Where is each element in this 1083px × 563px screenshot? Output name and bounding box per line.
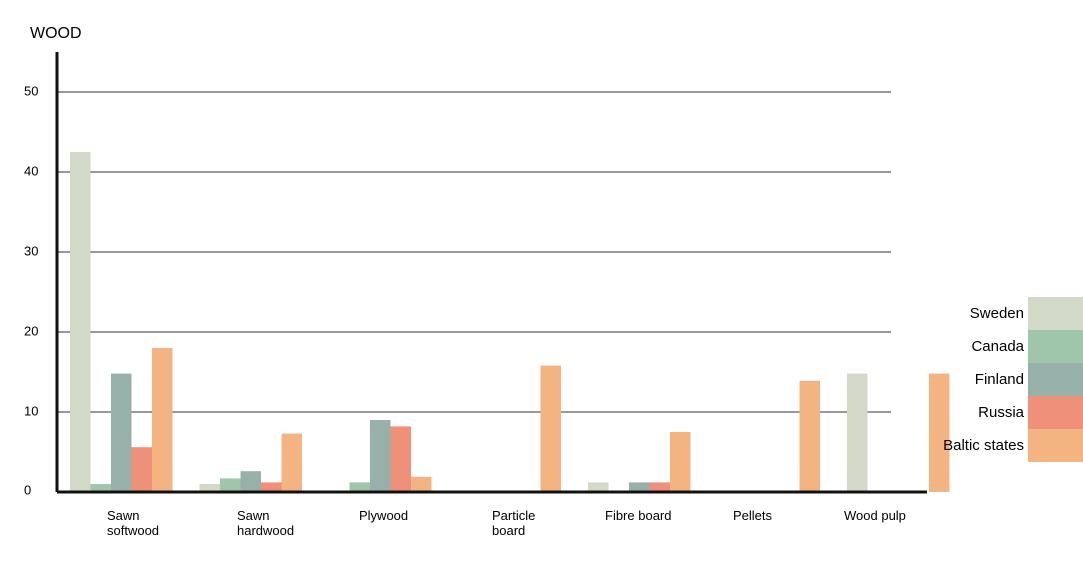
axes bbox=[55, 52, 927, 494]
bar-wood-pulp-sweden bbox=[847, 373, 868, 492]
bar-plywood-baltic-states bbox=[411, 476, 432, 492]
bar-sawn-softwood-finland bbox=[111, 373, 132, 492]
legend-swatch bbox=[1028, 330, 1083, 363]
bar-sawn-hardwood-sweden bbox=[199, 484, 220, 492]
bar-fibre-board-finland bbox=[629, 482, 650, 492]
bar-pellets-baltic-states bbox=[799, 380, 820, 492]
bars bbox=[70, 152, 950, 492]
bar-fibre-board-sweden bbox=[588, 482, 609, 492]
bar-sawn-softwood-baltic-states bbox=[152, 348, 173, 492]
legend-swatch bbox=[1028, 396, 1083, 429]
legend-label: Finland bbox=[975, 371, 1024, 388]
bar-sawn-hardwood-baltic-states bbox=[281, 433, 302, 492]
y-tick-label: 20 bbox=[24, 323, 38, 338]
bar-sawn-softwood-canada bbox=[90, 484, 111, 492]
y-tick-label: 0 bbox=[24, 482, 31, 497]
legend: Sweden Canada Finland Russia Baltic states bbox=[943, 297, 1083, 462]
bar-fibre-board-baltic-states bbox=[670, 432, 691, 492]
y-tick-label: 30 bbox=[24, 243, 38, 258]
x-tick-label: Plywood bbox=[359, 508, 408, 523]
bar-plywood-finland bbox=[370, 420, 391, 492]
x-tick-label: Particle board bbox=[492, 508, 535, 538]
chart-title: WOOD bbox=[30, 25, 82, 42]
x-tick-label: Pellets bbox=[733, 508, 773, 523]
bar-sawn-hardwood-canada bbox=[220, 478, 241, 492]
bar-sawn-hardwood-finland bbox=[240, 471, 261, 492]
x-tick-label: Sawn hardwood bbox=[237, 508, 294, 538]
legend-swatch bbox=[1028, 429, 1083, 462]
bar-fibre-board-russia bbox=[649, 482, 670, 492]
bar-sawn-softwood-sweden bbox=[70, 152, 91, 492]
y-tick-label: 50 bbox=[24, 83, 38, 98]
legend-swatch bbox=[1028, 363, 1083, 396]
legend-swatch bbox=[1028, 297, 1083, 330]
gridlines bbox=[57, 91, 891, 413]
legend-label: Russia bbox=[978, 404, 1025, 421]
x-tick-label: Wood pulp bbox=[844, 508, 906, 523]
y-tick-label: 10 bbox=[24, 403, 38, 418]
bar-wood-pulp-baltic-states bbox=[929, 373, 950, 492]
legend-label: Sweden bbox=[970, 305, 1024, 322]
bar-plywood-russia bbox=[390, 426, 411, 492]
bar-particle-board-baltic-states bbox=[540, 365, 561, 492]
bar-plywood-canada bbox=[349, 482, 370, 492]
y-tick-label: 40 bbox=[24, 163, 38, 178]
x-axis-category-labels: Sawn softwood Sawn hardwood Plywood Particle b… bbox=[107, 508, 906, 538]
bar-sawn-softwood-russia bbox=[131, 447, 152, 492]
x-tick-label: Sawn softwood bbox=[107, 508, 159, 538]
x-tick-label: Fibre board bbox=[605, 508, 671, 523]
bar-sawn-hardwood-russia bbox=[261, 482, 282, 492]
legend-label: Baltic states bbox=[943, 437, 1024, 454]
legend-label: Canada bbox=[971, 338, 1024, 355]
y-axis-tick-labels: 0 10 20 30 40 50 bbox=[24, 83, 38, 497]
